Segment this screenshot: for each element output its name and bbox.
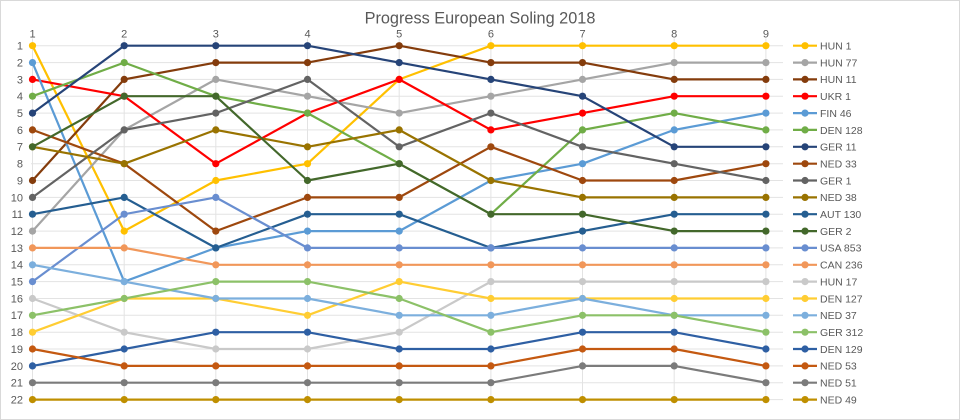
- svg-text:5: 5: [17, 108, 23, 120]
- svg-text:2: 2: [121, 28, 127, 40]
- svg-text:8: 8: [17, 159, 23, 171]
- svg-text:7: 7: [17, 142, 23, 154]
- svg-text:19: 19: [11, 344, 23, 356]
- svg-text:2: 2: [17, 58, 23, 70]
- svg-text:22: 22: [11, 394, 23, 406]
- svg-text:CAN 236: CAN 236: [820, 260, 863, 272]
- svg-text:USA 853: USA 853: [820, 243, 862, 255]
- svg-text:6: 6: [488, 28, 494, 40]
- svg-text:GER 1: GER 1: [820, 175, 852, 187]
- svg-text:NED 37: NED 37: [820, 310, 857, 322]
- svg-text:AUT 130: AUT 130: [820, 209, 861, 221]
- svg-text:GER 11: GER 11: [820, 142, 857, 154]
- svg-text:UKR 1: UKR 1: [820, 91, 851, 103]
- svg-text:21: 21: [11, 378, 23, 390]
- svg-text:10: 10: [11, 192, 23, 204]
- svg-text:DEN 128: DEN 128: [820, 125, 863, 137]
- svg-text:1: 1: [17, 41, 23, 53]
- svg-text:1: 1: [29, 28, 35, 40]
- svg-text:12: 12: [11, 226, 23, 238]
- svg-text:DEN 127: DEN 127: [820, 293, 863, 305]
- svg-text:HUN 1: HUN 1: [820, 41, 852, 53]
- svg-text:4: 4: [17, 91, 23, 103]
- svg-text:NED 33: NED 33: [820, 159, 857, 171]
- svg-text:15: 15: [11, 277, 23, 289]
- svg-text:GER 2: GER 2: [820, 226, 852, 238]
- svg-text:3: 3: [17, 74, 23, 86]
- svg-text:8: 8: [671, 28, 677, 40]
- svg-text:HUN 77: HUN 77: [820, 57, 858, 69]
- svg-text:DEN 129: DEN 129: [820, 344, 863, 356]
- svg-text:NED 53: NED 53: [820, 361, 857, 373]
- svg-text:9: 9: [17, 175, 23, 187]
- svg-text:9: 9: [763, 28, 769, 40]
- svg-text:NED 51: NED 51: [820, 378, 857, 390]
- svg-text:NED 38: NED 38: [820, 192, 857, 204]
- svg-text:Progress European Soling 2018: Progress European Soling 2018: [365, 10, 596, 28]
- svg-text:7: 7: [579, 28, 585, 40]
- svg-text:NED 49: NED 49: [820, 394, 857, 406]
- svg-text:6: 6: [17, 125, 23, 137]
- svg-text:17: 17: [11, 310, 23, 322]
- svg-text:HUN 17: HUN 17: [820, 276, 858, 288]
- svg-text:20: 20: [11, 361, 23, 373]
- svg-text:5: 5: [396, 28, 402, 40]
- svg-text:FIN 46: FIN 46: [820, 108, 852, 120]
- svg-text:HUN 11: HUN 11: [820, 74, 857, 86]
- svg-text:16: 16: [11, 293, 23, 305]
- svg-text:GER 312: GER 312: [820, 327, 863, 339]
- svg-text:13: 13: [11, 243, 23, 255]
- svg-text:18: 18: [11, 327, 23, 339]
- svg-text:14: 14: [11, 260, 23, 272]
- svg-text:4: 4: [304, 28, 310, 40]
- svg-text:3: 3: [213, 28, 219, 40]
- svg-text:11: 11: [12, 209, 23, 221]
